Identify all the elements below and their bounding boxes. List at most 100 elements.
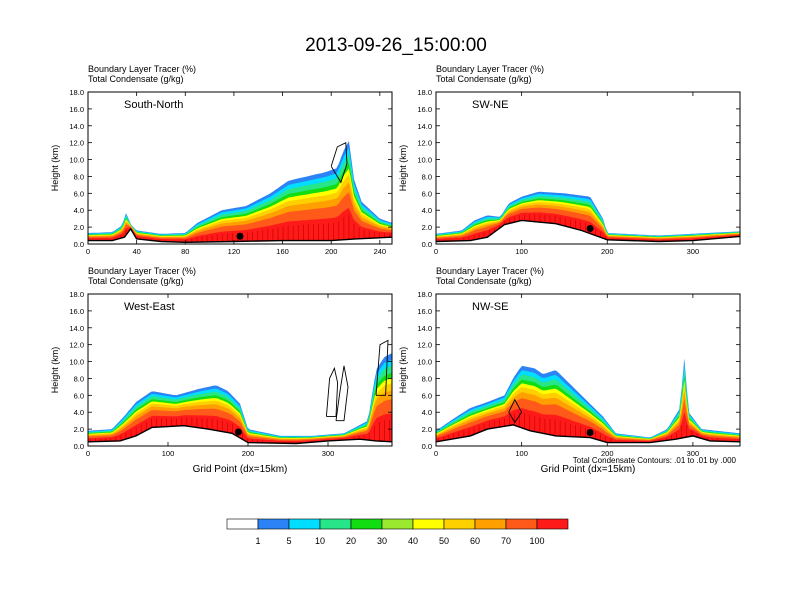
colorbar-label: 50 <box>439 536 449 546</box>
figure-title: 2013-09-26_15:00:00 <box>305 35 487 56</box>
y-tick-label: 16.0 <box>417 105 432 114</box>
y-tick-label: 6.0 <box>74 391 84 400</box>
terrain-line <box>88 227 392 244</box>
x-tick-label: 200 <box>601 247 614 256</box>
panel-subtitle-tracer: Boundary Layer Tracer (%) <box>88 266 196 276</box>
y-tick-label: 2.0 <box>422 425 432 434</box>
y-tick-label: 0.0 <box>422 240 432 249</box>
y-tick-label: 6.0 <box>74 189 84 198</box>
y-tick-label: 10.0 <box>69 156 84 165</box>
y-tick-label: 0.0 <box>422 442 432 451</box>
y-tick-label: 2.0 <box>74 425 84 434</box>
y-tick-label: 8.0 <box>422 172 432 181</box>
tracer-band-7 <box>436 398 740 443</box>
y-tick-label: 4.0 <box>74 408 84 417</box>
y-tick-label: 0.0 <box>74 240 84 249</box>
panel-subtitle-tracer: Boundary Layer Tracer (%) <box>436 64 544 74</box>
y-tick-label: 10.0 <box>417 156 432 165</box>
x-axis-label: Grid Point (dx=15km) <box>193 464 288 475</box>
y-tick-label: 18.0 <box>417 88 432 97</box>
condensate-contour <box>325 366 339 417</box>
x-tick-label: 200 <box>242 449 255 458</box>
colorbar-label: 40 <box>408 536 418 546</box>
x-tick-label: 300 <box>687 247 700 256</box>
y-tick-label: 14.0 <box>417 122 432 131</box>
y-tick-label: 18.0 <box>417 290 432 299</box>
condensate-contour <box>330 141 348 184</box>
tracer-field <box>436 191 740 242</box>
y-tick-label: 8.0 <box>422 374 432 383</box>
x-tick-label: 300 <box>322 449 335 458</box>
y-axis-label: Height (km) <box>398 347 408 394</box>
y-tick-label: 18.0 <box>69 290 84 299</box>
plot-frame <box>87 293 393 447</box>
panel-south-north: Boundary Layer Tracer (%)Total Condensat… <box>50 64 393 256</box>
y-tick-label: 10.0 <box>417 358 432 367</box>
terrain-line <box>436 424 740 444</box>
y-tick-label: 12.0 <box>69 139 84 148</box>
x-axis-label: Grid Point (dx=15km) <box>541 464 636 475</box>
y-tick-label: 4.0 <box>422 408 432 417</box>
y-tick-label: 2.0 <box>74 223 84 232</box>
panel-subtitle-condensate: Total Condensate (g/kg) <box>436 74 532 84</box>
x-tick-label: 0 <box>434 247 438 256</box>
colorbar-swatch <box>350 518 383 530</box>
x-tick-label: 100 <box>162 449 175 458</box>
tracer-field <box>436 358 740 443</box>
y-tick-label: 12.0 <box>417 341 432 350</box>
y-tick-label: 12.0 <box>69 341 84 350</box>
x-tick-label: 80 <box>181 247 189 256</box>
colorbar-swatch <box>443 518 476 530</box>
y-axis-label: Height (km) <box>50 145 60 192</box>
y-axis-label: Height (km) <box>398 145 408 192</box>
y-tick-label: 4.0 <box>74 206 84 215</box>
colorbar-label: 10 <box>315 536 325 546</box>
y-tick-label: 10.0 <box>69 358 84 367</box>
condensate-contour <box>375 339 389 396</box>
plot-frame <box>435 293 741 447</box>
x-tick-label: 160 <box>276 247 289 256</box>
y-tick-label: 16.0 <box>69 105 84 114</box>
y-tick-label: 8.0 <box>74 374 84 383</box>
panel-subtitle-tracer: Boundary Layer Tracer (%) <box>88 64 196 74</box>
condensate-contour <box>508 398 523 424</box>
colorbar-swatch <box>381 518 414 530</box>
tracer-band-8 <box>88 413 392 444</box>
x-tick-label: 100 <box>515 449 528 458</box>
colorbar-swatch <box>319 518 352 530</box>
colorbar-swatch <box>288 518 321 530</box>
tracer-band-8 <box>436 408 740 443</box>
x-tick-label: 300 <box>687 449 700 458</box>
tracer-field <box>88 141 392 243</box>
colorbar-label: 20 <box>346 536 356 546</box>
colorbar-label: 70 <box>501 536 511 546</box>
y-tick-label: 6.0 <box>422 391 432 400</box>
panel-subtitle-condensate: Total Condensate (g/kg) <box>88 74 184 84</box>
colorbar-label: 1 <box>255 536 260 546</box>
tracer-band-8 <box>88 207 392 243</box>
colorbar-label: 5 <box>286 536 291 546</box>
y-tick-label: 4.0 <box>422 206 432 215</box>
panel-sw-ne: Boundary Layer Tracer (%)Total Condensat… <box>398 64 741 256</box>
colorbar-label: 30 <box>377 536 387 546</box>
y-tick-label: 16.0 <box>417 307 432 316</box>
y-tick-label: 6.0 <box>422 189 432 198</box>
plot-frame <box>435 91 741 245</box>
colorbar-swatch <box>412 518 445 530</box>
x-tick-label: 100 <box>515 247 528 256</box>
y-tick-label: 18.0 <box>69 88 84 97</box>
location-marker <box>234 428 242 436</box>
y-tick-label: 2.0 <box>422 223 432 232</box>
panel-nw-se: Boundary Layer Tracer (%)Total Condensat… <box>398 266 741 475</box>
panel-subtitle-condensate: Total Condensate (g/kg) <box>88 276 184 286</box>
panel-label: South-North <box>124 99 183 111</box>
condensate-contour <box>335 365 349 422</box>
panel-west-east: Boundary Layer Tracer (%)Total Condensat… <box>50 266 393 475</box>
y-tick-label: 8.0 <box>74 172 84 181</box>
x-tick-label: 120 <box>228 247 241 256</box>
colorbar-swatch <box>536 518 569 530</box>
y-tick-label: 0.0 <box>74 442 84 451</box>
condensate-contour-note: Total Condensate Contours: .01 to .01 by… <box>573 456 737 465</box>
panel-subtitle-condensate: Total Condensate (g/kg) <box>436 276 532 286</box>
